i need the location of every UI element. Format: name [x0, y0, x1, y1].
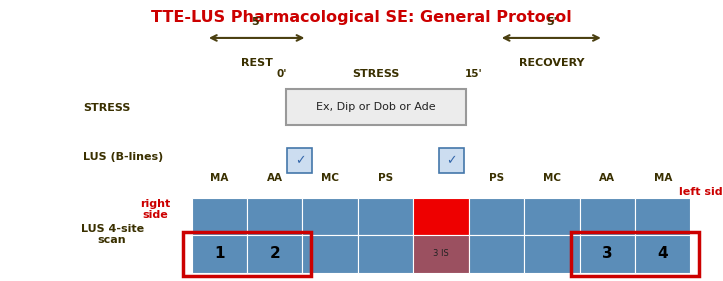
- Bar: [414, 198, 469, 235]
- Text: ✓: ✓: [447, 154, 457, 167]
- Text: 5': 5': [251, 17, 262, 27]
- Bar: [302, 198, 358, 235]
- Text: MA: MA: [210, 173, 228, 183]
- Bar: [524, 198, 580, 235]
- Text: ✓: ✓: [295, 154, 305, 167]
- Text: 0': 0': [277, 69, 287, 79]
- Text: 1: 1: [214, 246, 225, 261]
- Text: 5': 5': [546, 17, 557, 27]
- Bar: [580, 235, 635, 273]
- Text: TTE-LUS Pharmacological SE: General Protocol: TTE-LUS Pharmacological SE: General Prot…: [151, 10, 572, 25]
- Text: MC: MC: [543, 173, 561, 183]
- FancyBboxPatch shape: [287, 148, 312, 173]
- Bar: [414, 235, 469, 273]
- Text: AA: AA: [267, 173, 283, 183]
- Text: left side: left side: [680, 187, 723, 198]
- FancyBboxPatch shape: [286, 89, 466, 125]
- Bar: [247, 198, 302, 235]
- Bar: [469, 235, 524, 273]
- Text: MA: MA: [654, 173, 672, 183]
- FancyBboxPatch shape: [439, 148, 464, 173]
- Text: STRESS: STRESS: [83, 103, 131, 113]
- Text: PS: PS: [489, 173, 504, 183]
- Bar: [192, 235, 247, 273]
- Text: 3: 3: [602, 246, 612, 261]
- Text: LUS (B-lines): LUS (B-lines): [83, 152, 163, 162]
- Bar: [580, 198, 635, 235]
- Text: MC: MC: [321, 173, 339, 183]
- Text: 15': 15': [465, 69, 482, 79]
- Bar: [302, 235, 358, 273]
- Text: 3 IS: 3 IS: [433, 250, 449, 259]
- Text: RECOVERY: RECOVERY: [518, 58, 584, 68]
- Text: Ex, Dip or Dob or Ade: Ex, Dip or Dob or Ade: [316, 102, 436, 112]
- Text: STRESS: STRESS: [352, 69, 400, 79]
- Text: right
side: right side: [140, 199, 171, 220]
- Bar: [469, 198, 524, 235]
- Text: REST: REST: [241, 58, 273, 68]
- Bar: [247, 235, 302, 273]
- Text: 4: 4: [657, 246, 668, 261]
- Bar: [635, 198, 690, 235]
- Text: AA: AA: [599, 173, 615, 183]
- Bar: [524, 235, 580, 273]
- Bar: [192, 198, 247, 235]
- Text: LUS 4-site
scan: LUS 4-site scan: [80, 224, 144, 245]
- Bar: [358, 235, 414, 273]
- Bar: [635, 235, 690, 273]
- Bar: [358, 198, 414, 235]
- Text: PS: PS: [378, 173, 393, 183]
- Text: 2: 2: [270, 246, 280, 261]
